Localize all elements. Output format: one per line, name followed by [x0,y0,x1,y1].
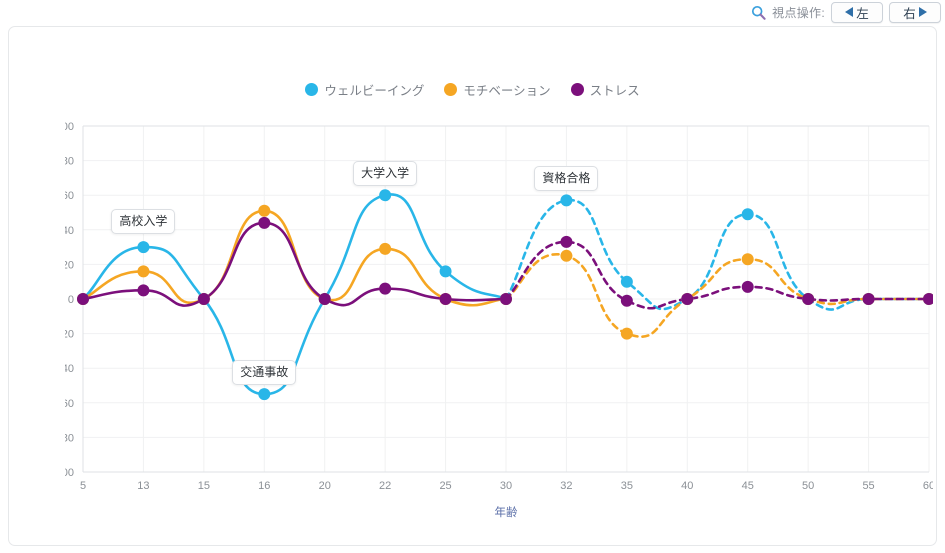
x-axis-tick-label: 13 [137,480,149,492]
data-point[interactable] [318,293,331,305]
scroll-right-button[interactable]: 右 [889,1,941,23]
data-point[interactable] [681,293,694,305]
x-axis-tick-label: 40 [681,480,693,492]
data-point[interactable] [620,294,633,307]
scroll-left-label: 左 [856,6,869,21]
x-axis-tick-label: 25 [439,480,451,492]
x-axis-tick-label: 22 [379,480,391,492]
legend-item-3[interactable]: ストレス [570,80,640,99]
legend-label: ストレス [589,84,640,98]
data-point[interactable] [379,242,392,255]
search-icon [751,5,766,20]
x-axis-title: 年齢 [495,505,518,519]
y-axis-tick-label: 20 [65,259,74,271]
data-point[interactable] [560,249,573,262]
y-axis-tick-label: -40 [65,363,74,375]
data-point[interactable] [137,241,150,254]
annotation-label-4[interactable]: 資格合格 [534,166,599,192]
legend-swatch-icon [570,83,584,96]
legend-item-2[interactable]: モチベーション [444,80,551,99]
y-axis-tick-label: -20 [65,329,74,341]
y-axis-tick-label: -100 [65,467,74,479]
x-axis-tick-label: 15 [198,480,210,492]
series-3-markers [77,216,933,307]
data-point[interactable] [258,216,271,229]
x-axis-tick-label: 45 [742,480,754,492]
data-point[interactable] [137,265,150,278]
data-point[interactable] [560,235,573,248]
x-axis-tick-label: 60 [923,480,933,492]
y-axis-tick-label: 80 [65,156,74,168]
annotation-label-3[interactable]: 大学入学 [353,160,418,186]
data-point[interactable] [741,253,754,266]
y-axis-tick-label: -60 [65,398,74,410]
legend-label: モチベーション [463,84,551,98]
series-line-dashed [504,252,931,338]
legend-item-1[interactable]: ウェルビーイング [305,80,424,99]
x-axis-tick-label: 32 [560,480,572,492]
y-axis-tick-label: 0 [68,294,74,306]
data-point[interactable] [439,265,452,278]
viewpoint-toolbar: 視点操作: 左 右 [751,0,941,24]
x-axis-tick-label: 16 [258,480,270,492]
series-2-markers [77,204,933,340]
x-axis-tick-label: 5 [80,480,86,492]
legend-swatch-icon [444,83,458,96]
annotation-label-2[interactable]: 交通事故 [232,359,297,385]
legend-swatch-icon [305,83,319,96]
series-line-solid [81,221,508,307]
triangle-right-icon [918,7,927,17]
x-axis-tick-label: 35 [621,480,633,492]
data-point[interactable] [258,204,271,217]
y-axis-tick-label: 100 [65,121,74,133]
line-chart-plot[interactable]: 100 80 60 40 20 0 -20 -40 -60 -80 -100 5 13 15 16 20 22 2… [65,102,933,522]
chart-svg: 100 80 60 40 20 0 -20 -40 -60 -80 -100 5 13 15 16 20 22 2… [65,121,933,519]
data-point[interactable] [439,293,452,305]
chart-legend: ウェルビーイング モチベーション ストレス [9,80,936,99]
data-point[interactable] [197,293,210,305]
legend-label: ウェルビーイング [324,84,425,98]
y-axis-tick-label: 40 [65,225,74,237]
chart-card: ウェルビーイング モチベーション ストレス 100 80 60 40 20 0 -20 -40 -6… [8,26,937,546]
x-axis-tick-label: 20 [319,480,331,492]
data-point[interactable] [862,293,875,305]
data-point[interactable] [500,293,512,305]
data-point[interactable] [137,284,150,297]
data-point[interactable] [802,293,815,305]
data-point[interactable] [560,194,573,207]
x-axis-tick-label: 30 [500,480,512,492]
data-point[interactable] [620,275,633,288]
data-point[interactable] [923,293,933,305]
data-point[interactable] [741,208,754,221]
data-point[interactable] [741,280,754,293]
viewpoint-label: 視点操作: [772,5,825,20]
y-axis-tick-label: 60 [65,190,74,202]
data-point[interactable] [258,388,271,401]
scroll-right-label: 右 [903,6,916,21]
data-point[interactable] [379,282,392,295]
x-axis-tick-label: 50 [802,480,814,492]
scroll-left-button[interactable]: 左 [831,1,883,23]
triangle-left-icon [845,7,854,17]
x-axis-tick-label: 55 [862,480,874,492]
data-point[interactable] [77,293,89,305]
data-point[interactable] [620,327,633,340]
y-axis-tick-label: -80 [65,432,74,444]
annotation-label-1[interactable]: 高校入学 [111,209,176,235]
data-point[interactable] [379,189,392,202]
